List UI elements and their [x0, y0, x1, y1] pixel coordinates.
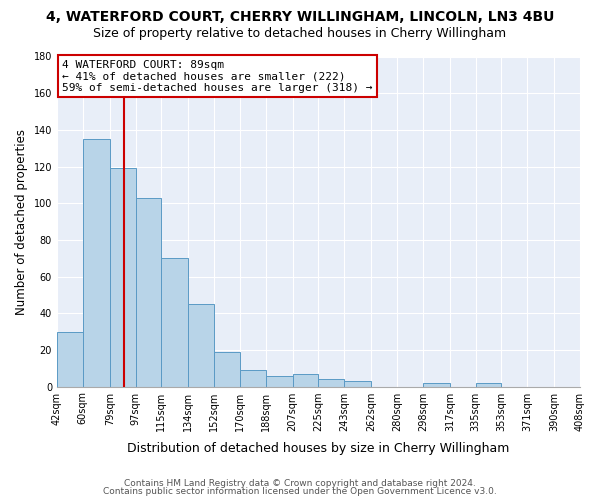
Bar	[240, 370, 266, 386]
Bar	[110, 168, 136, 386]
Bar	[136, 198, 161, 386]
Bar	[423, 383, 450, 386]
Text: 4 WATERFORD COURT: 89sqm
← 41% of detached houses are smaller (222)
59% of semi-: 4 WATERFORD COURT: 89sqm ← 41% of detach…	[62, 60, 373, 93]
Bar	[344, 381, 371, 386]
Bar	[293, 374, 319, 386]
Text: Size of property relative to detached houses in Cherry Willingham: Size of property relative to detached ho…	[94, 28, 506, 40]
Bar	[266, 376, 293, 386]
Bar	[57, 332, 83, 386]
Text: Contains HM Land Registry data © Crown copyright and database right 2024.: Contains HM Land Registry data © Crown c…	[124, 478, 476, 488]
Bar	[476, 383, 502, 386]
Bar	[188, 304, 214, 386]
Text: Contains public sector information licensed under the Open Government Licence v3: Contains public sector information licen…	[103, 488, 497, 496]
Bar	[161, 258, 188, 386]
Bar	[319, 379, 344, 386]
X-axis label: Distribution of detached houses by size in Cherry Willingham: Distribution of detached houses by size …	[127, 442, 509, 455]
Y-axis label: Number of detached properties: Number of detached properties	[15, 128, 28, 314]
Bar	[83, 139, 110, 386]
Bar	[214, 352, 240, 386]
Text: 4, WATERFORD COURT, CHERRY WILLINGHAM, LINCOLN, LN3 4BU: 4, WATERFORD COURT, CHERRY WILLINGHAM, L…	[46, 10, 554, 24]
